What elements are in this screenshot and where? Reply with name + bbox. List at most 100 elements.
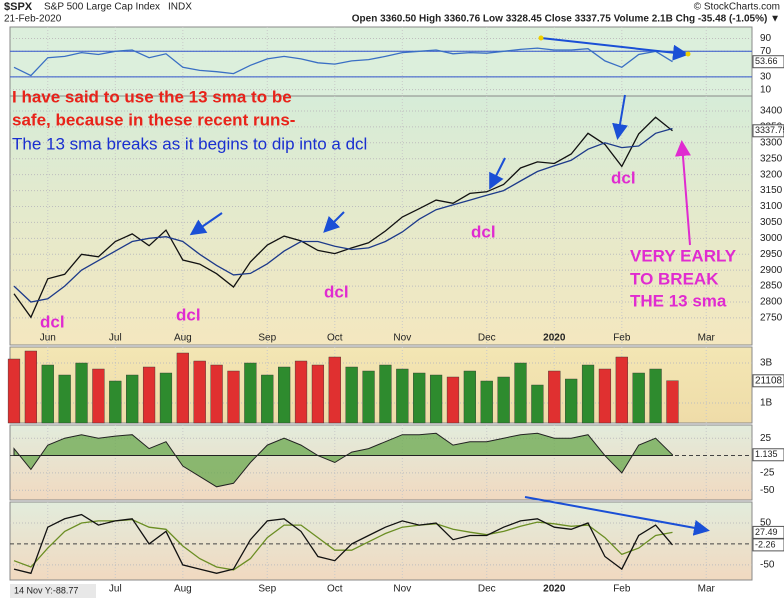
- volume-bar: [413, 372, 426, 424]
- dcl-label: dcl: [324, 282, 349, 301]
- y-tick-label: -25: [760, 468, 775, 479]
- last-value: 3337.75: [755, 125, 784, 135]
- y-tick-label: 10: [760, 84, 772, 95]
- volume-bar: [531, 384, 544, 424]
- dcl-label: dcl: [611, 168, 636, 187]
- y-tick-label: 90: [760, 33, 772, 44]
- y-tick-label: 3300: [760, 137, 783, 148]
- volume-bar: [244, 362, 257, 424]
- last-value: -2.26: [755, 539, 776, 549]
- volume-bar: [58, 374, 71, 424]
- date: 21-Feb-2020: [4, 14, 62, 25]
- last-box: [752, 374, 784, 388]
- trend-arrow: [524, 496, 710, 536]
- note: I have said to use the 13 sma to be: [12, 87, 292, 106]
- y-tick-label: 3000: [760, 233, 783, 244]
- volume-bar: [227, 370, 240, 424]
- volume-bar: [362, 370, 375, 424]
- y-tick-label: -50: [760, 560, 775, 571]
- y-tick-label: 25: [760, 433, 772, 444]
- volume-bar: [497, 376, 510, 424]
- x-tick-label: Nov: [393, 584, 411, 595]
- price-panel: [9, 95, 753, 346]
- volume-bar: [396, 368, 409, 424]
- y-tick-label: 2900: [760, 265, 783, 276]
- volume-bar: [193, 360, 206, 424]
- arrows: [189, 37, 710, 536]
- y-tick-label: 30: [760, 71, 772, 82]
- volume-bar: [379, 364, 392, 424]
- x-tick-label: Nov: [393, 333, 411, 344]
- exchange: INDX: [168, 2, 192, 13]
- volume-bar: [666, 380, 679, 424]
- trend-arrow: [540, 37, 689, 61]
- x-tick-label: Sep: [258, 333, 276, 344]
- arrow: [612, 94, 628, 140]
- y-tick-label: 3100: [760, 201, 783, 212]
- x-tick-label: Dec: [478, 333, 496, 344]
- y-tick-label: 3B: [760, 358, 773, 369]
- last-box: [752, 538, 784, 552]
- volume-bar: [446, 376, 460, 424]
- volume-bar: [294, 360, 308, 424]
- dcl-label: dcl: [471, 222, 496, 241]
- arrow: [323, 211, 345, 233]
- x-tick-label: Dec: [478, 584, 496, 595]
- y-tick-label: 3400: [760, 106, 783, 117]
- volume-bar: [261, 374, 274, 424]
- x-tick-label: Mar: [698, 584, 716, 595]
- y-tick-label: 2950: [760, 249, 783, 260]
- y-tick-label: 2750: [760, 313, 783, 324]
- last-label: 21108: [755, 375, 783, 386]
- volume-bar: [328, 356, 341, 424]
- readout-box: [10, 584, 96, 598]
- x-tick-label: Aug: [174, 333, 192, 344]
- volume-bar: [75, 362, 88, 424]
- y-tick-label: 3250: [760, 153, 783, 164]
- x-tick-label: Jul: [109, 584, 122, 595]
- copyright: © StockCharts.com: [694, 2, 780, 13]
- dcl-label: dcl: [40, 312, 65, 331]
- volume-bar: [210, 364, 223, 424]
- series-line: [13, 47, 673, 77]
- oscillator-panel: [9, 501, 753, 581]
- last-value: 1.135: [755, 449, 778, 459]
- x-tick-label: Feb: [613, 333, 631, 344]
- y-tick-label: 1B: [760, 398, 773, 409]
- volume-bar: [480, 380, 493, 424]
- x-tick-label: 2020: [543, 584, 566, 595]
- volume-bar: [581, 364, 595, 424]
- x-tick-label: Oct: [327, 584, 343, 595]
- area: [13, 432, 674, 488]
- x-tick-label: Aug: [174, 584, 192, 595]
- volume-bar: [176, 352, 189, 424]
- dcl-label: dcl: [176, 305, 201, 324]
- quote: Open 3360.50 High 3360.76 Low 3328.45 Cl…: [352, 14, 780, 25]
- y-tick-label: 50: [760, 518, 772, 529]
- series-line: [13, 116, 673, 319]
- warning: VERY EARLY: [630, 246, 737, 265]
- x-tick-label: Jun: [40, 333, 56, 344]
- y-tick-label: -50: [760, 485, 775, 496]
- cursor-readout: 14 Nov Y:-88.77: [14, 585, 78, 595]
- volume-bar: [649, 368, 662, 424]
- arrow: [189, 212, 223, 236]
- series-line: [13, 127, 673, 303]
- arrow: [489, 157, 506, 190]
- rsi-panel: [9, 26, 753, 97]
- volume-bar: [514, 362, 527, 424]
- last-box: [752, 124, 784, 138]
- warning: TO BREAK: [630, 269, 719, 288]
- last-box: [752, 55, 784, 69]
- volume-bar: [548, 370, 561, 424]
- note: safe, because in these recent runs-: [12, 110, 295, 129]
- volume-bar: [311, 364, 325, 424]
- volume-bar: [565, 378, 578, 424]
- plots: 9070301053.66340033503300325032003150310…: [7, 27, 784, 595]
- y-tick-label: 3050: [760, 217, 783, 228]
- volume-bar: [142, 366, 156, 424]
- warning: THE 13 sma: [630, 291, 727, 310]
- y-tick-label: 3150: [760, 185, 783, 196]
